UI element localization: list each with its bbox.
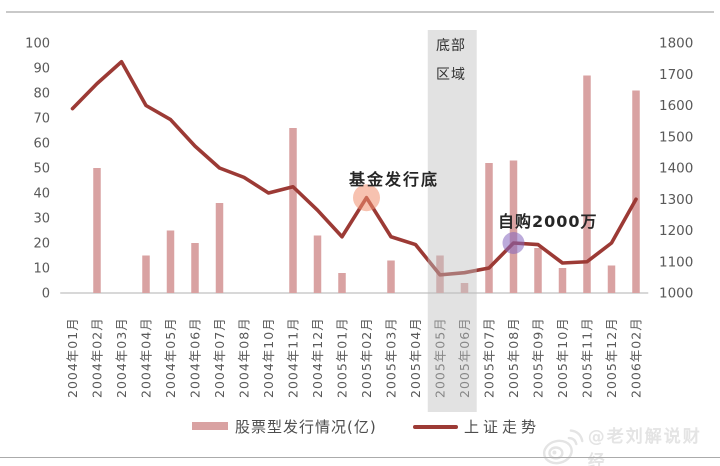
watermark: @老刘解说财经 xyxy=(541,422,720,466)
x-tick-2005年05月: 2005年05月 xyxy=(433,317,448,398)
left-tick-20: 20 xyxy=(33,237,50,252)
legend-line-swatch xyxy=(413,425,458,429)
x-tick-2005年12月: 2005年12月 xyxy=(604,317,619,398)
x-tick-2004年12月: 2004年12月 xyxy=(310,317,325,398)
x-tick-2005年08月: 2005年08月 xyxy=(506,317,521,398)
legend-bar-label: 股票型发行情况(亿) xyxy=(235,418,377,436)
left-tick-80: 80 xyxy=(33,87,50,102)
bar-2004年04月 xyxy=(142,255,150,293)
x-tick-2004年08月: 2004年08月 xyxy=(237,317,252,398)
x-tick-2004年11月: 2004年11月 xyxy=(286,317,301,398)
x-tick-2004年05月: 2004年05月 xyxy=(163,317,178,398)
weibo-icon xyxy=(542,429,584,465)
bottom-zone-band xyxy=(427,30,477,412)
bar-2004年02月 xyxy=(93,168,101,293)
x-tick-2005年02月: 2005年02月 xyxy=(359,317,374,398)
right-tick-1800: 1800 xyxy=(659,36,693,52)
x-tick-2005年10月: 2005年10月 xyxy=(555,317,570,398)
x-tick-2005年01月: 2005年01月 xyxy=(335,317,350,398)
bar-2004年05月 xyxy=(166,230,175,293)
top-divider xyxy=(6,11,714,13)
bottom-divider xyxy=(0,457,720,458)
bar-2005年01月 xyxy=(338,273,346,293)
bar-2005年12月 xyxy=(607,265,616,293)
bar-2005年06月 xyxy=(460,283,469,293)
fund-issuance-bottom-annotation: 基金发行底 xyxy=(349,170,440,189)
x-tick-2005年03月: 2005年03月 xyxy=(384,317,399,398)
bar-2005年07月 xyxy=(485,163,493,293)
x-tick-2004年10月: 2004年10月 xyxy=(261,317,276,398)
bar-2005年11月 xyxy=(583,75,591,293)
sse-trend-line xyxy=(70,59,638,277)
bar-2006年02月 xyxy=(632,90,640,293)
bar-2004年06月 xyxy=(191,243,199,293)
x-tick-2006年02月: 2006年02月 xyxy=(629,317,644,398)
bar-2005年03月 xyxy=(387,260,395,293)
left-tick-90: 90 xyxy=(33,62,50,77)
left-tick-60: 60 xyxy=(33,137,50,152)
bar-2004年07月 xyxy=(215,203,224,293)
x-tick-2004年07月: 2004年07月 xyxy=(212,317,227,398)
right-tick-1500: 1500 xyxy=(659,129,693,145)
fund-bottom-marker xyxy=(353,184,380,212)
bar-2005年08月 xyxy=(509,160,518,293)
left-tick-100: 100 xyxy=(25,37,50,52)
x-tick-2005年09月: 2005年09月 xyxy=(531,317,546,398)
watermark-handle: @老刘解说财经 xyxy=(587,427,702,466)
x-tick-2005年06月: 2005年06月 xyxy=(457,317,472,398)
x-tick-2004年06月: 2004年06月 xyxy=(188,317,203,398)
right-tick-1200: 1200 xyxy=(659,223,693,239)
x-tick-2004年04月: 2004年04月 xyxy=(139,317,154,398)
right-tick-1000: 1000 xyxy=(659,286,693,302)
right-tick-1300: 1300 xyxy=(659,192,693,208)
x-tick-2004年03月: 2004年03月 xyxy=(114,317,129,398)
left-tick-10: 10 xyxy=(33,262,50,277)
left-tick-50: 50 xyxy=(33,162,50,177)
right-tick-1600: 1600 xyxy=(659,98,693,114)
bottom-zone-label-line2: 区域 xyxy=(436,67,466,83)
x-tick-2004年01月: 2004年01月 xyxy=(65,317,80,398)
self-purchase-annotation: 自购2000万 xyxy=(498,212,598,231)
left-tick-0: 0 xyxy=(42,287,50,302)
right-tick-1400: 1400 xyxy=(659,161,693,177)
left-tick-30: 30 xyxy=(33,212,50,227)
bar-2004年12月 xyxy=(313,235,322,293)
bar-2005年09月 xyxy=(534,248,542,293)
left-tick-40: 40 xyxy=(33,187,50,202)
x-tick-2004年02月: 2004年02月 xyxy=(90,317,105,398)
x-tick-2005年11月: 2005年11月 xyxy=(580,317,595,398)
legend-line-label: 上证走势 xyxy=(464,418,541,436)
x-tick-2005年07月: 2005年07月 xyxy=(482,317,497,398)
bottom-zone-label-line1: 底部 xyxy=(436,38,466,54)
bar-2005年10月 xyxy=(558,268,567,293)
right-tick-1700: 1700 xyxy=(659,67,693,83)
right-tick-1100: 1100 xyxy=(659,254,693,270)
x-tick-2005年04月: 2005年04月 xyxy=(408,317,423,398)
self-purchase-marker xyxy=(502,232,525,254)
bar-2004年11月 xyxy=(289,128,297,293)
legend-bar-swatch xyxy=(192,422,228,430)
left-tick-70: 70 xyxy=(33,112,50,127)
